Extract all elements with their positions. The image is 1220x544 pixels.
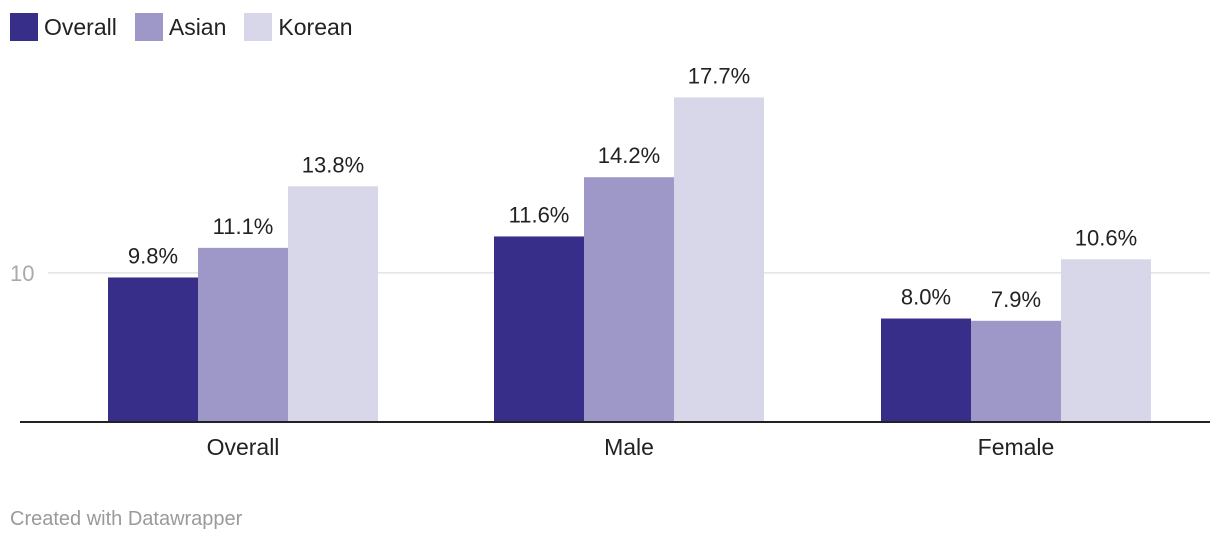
- bar: [288, 186, 378, 422]
- x-tick-label: Overall: [207, 434, 280, 460]
- bar: [108, 277, 198, 422]
- bar: [494, 236, 584, 422]
- legend-label: Korean: [278, 13, 353, 40]
- data-label: 11.6%: [509, 202, 570, 227]
- credit-text: Created with Datawrapper: [10, 508, 243, 530]
- legend-swatch: [10, 13, 38, 41]
- data-label: 9.8%: [128, 243, 178, 268]
- bar: [198, 247, 288, 422]
- legend-item-1: Asian: [134, 13, 227, 41]
- data-label: 7.9%: [991, 287, 1041, 312]
- legend-item-0: Overall: [10, 13, 117, 41]
- bar: [881, 318, 971, 422]
- data-label: 13.8%: [302, 152, 364, 177]
- bar: [584, 177, 674, 422]
- bar: [971, 320, 1061, 422]
- data-label: 10.6%: [1075, 225, 1137, 250]
- x-tick-label: Female: [978, 434, 1055, 460]
- legend-swatch: [134, 13, 163, 41]
- legend-swatch: [244, 13, 273, 41]
- data-label: 8.0%: [901, 285, 951, 310]
- bar: [1061, 259, 1151, 422]
- bar: [674, 97, 764, 422]
- bar-chart: 10 9.8% 11.1% 13.8% Overall 11.6% 14.2% 17.7% Ma…: [10, 63, 1210, 460]
- data-label: 17.7%: [688, 63, 750, 88]
- legend-item-2: Korean: [244, 13, 353, 41]
- data-label: 14.2%: [598, 143, 660, 168]
- data-label: 11.1%: [213, 214, 274, 239]
- legend-label: Overall: [44, 13, 117, 40]
- chart-legend: Overall Asian Korean: [10, 12, 371, 42]
- y-tick-label: 10: [10, 261, 34, 286]
- x-tick-label: Male: [604, 434, 654, 460]
- legend-label: Asian: [168, 13, 227, 40]
